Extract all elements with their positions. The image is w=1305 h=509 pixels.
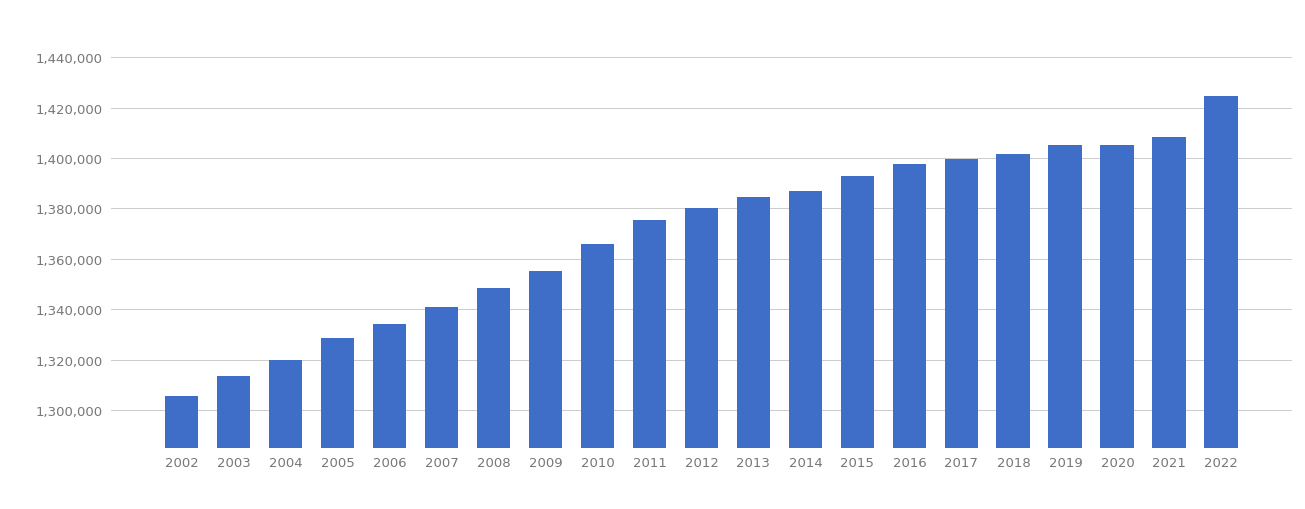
Bar	[736, 197, 770, 448]
Bar	[1152, 138, 1186, 448]
Bar	[945, 160, 979, 448]
Bar	[373, 324, 406, 448]
Bar	[685, 209, 718, 448]
Bar	[633, 220, 667, 448]
Bar	[269, 361, 303, 448]
Bar	[424, 308, 458, 448]
Bar	[1205, 97, 1238, 448]
Bar	[529, 272, 562, 448]
Bar	[1100, 146, 1134, 448]
Bar	[581, 245, 615, 448]
Bar	[788, 191, 822, 448]
Bar	[164, 396, 198, 448]
Bar	[1048, 146, 1082, 448]
Bar	[217, 377, 251, 448]
Bar	[997, 154, 1030, 448]
Bar	[476, 289, 510, 448]
Bar	[893, 165, 927, 448]
Bar	[321, 338, 355, 448]
Bar	[840, 177, 874, 448]
